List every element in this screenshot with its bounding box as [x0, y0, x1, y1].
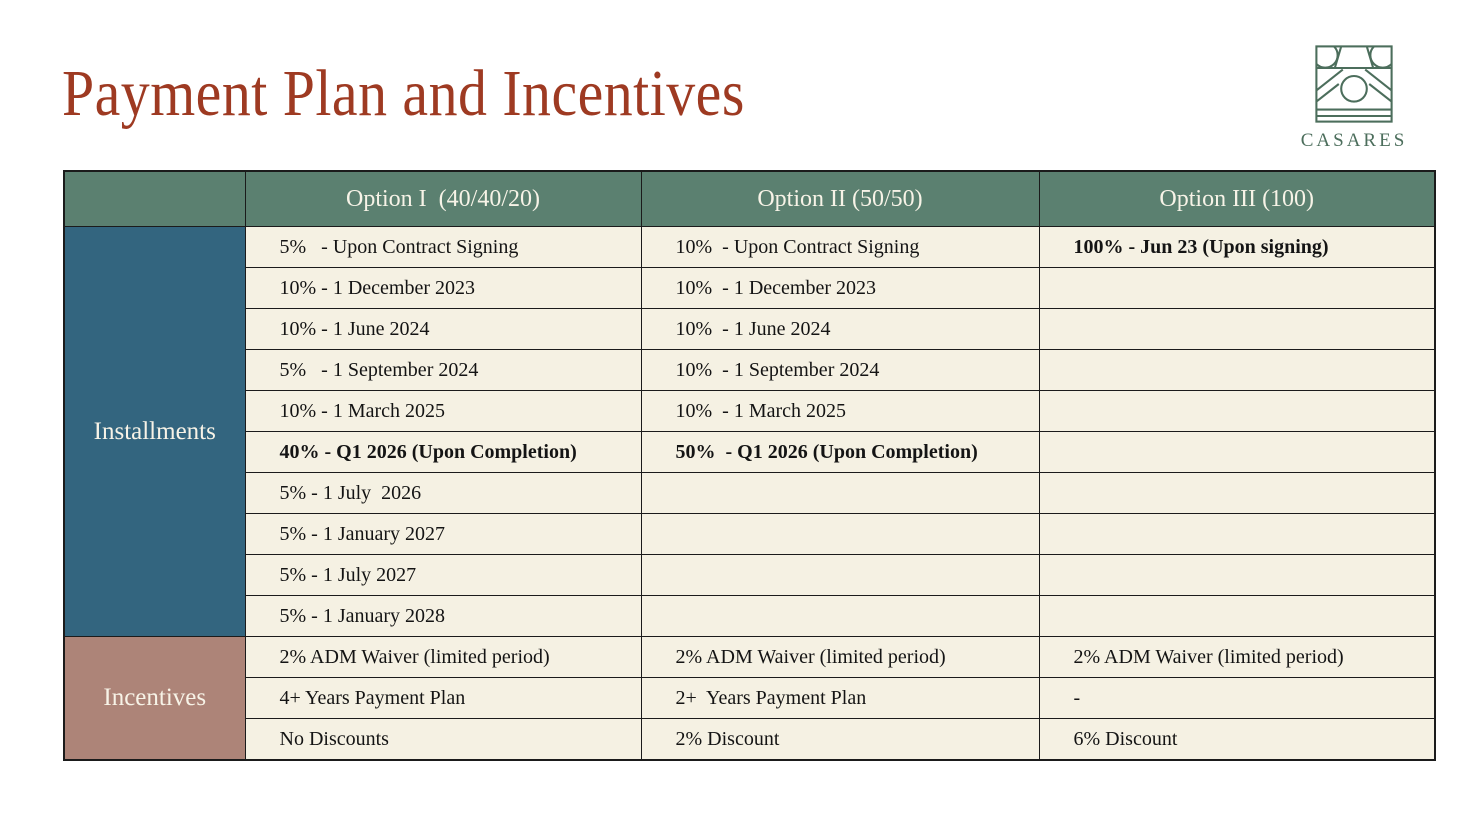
table-row: 5% - 1 September 2024 10% - 1 September … [64, 349, 1436, 391]
table-row: 10% - 1 December 2023 10% - 1 December 2… [64, 267, 1436, 309]
table-cell: 10% - 1 March 2025 [244, 390, 642, 432]
table-cell: 10% - 1 March 2025 [640, 390, 1040, 432]
table-row: 5% - 1 July 2026 [64, 472, 1436, 514]
table-cell [1038, 431, 1436, 473]
header-cell-option2: Option II (50/50) [640, 170, 1040, 227]
table-row: 4+ Years Payment Plan 2+ Years Payment P… [64, 677, 1436, 719]
casares-logo-icon [1315, 45, 1393, 123]
table-cell: 10% - 1 June 2024 [244, 308, 642, 350]
table-row: 10% - 1 June 2024 10% - 1 June 2024 [64, 308, 1436, 350]
header-row: Option I (40/40/20) Option II (50/50) Op… [63, 170, 1436, 227]
table-row: No Discounts 2% Discount 6% Discount [64, 718, 1436, 761]
table-cell: 5% - 1 July 2027 [244, 554, 642, 596]
table-cell: 2% ADM Waiver (limited period) [1038, 636, 1436, 678]
page-title: Payment Plan and Incentives [62, 55, 745, 130]
table-cell [1038, 390, 1436, 432]
table-cell [1038, 308, 1436, 350]
table-cell: - [1038, 677, 1436, 719]
table-cell [640, 513, 1040, 555]
table-row: Installments 5% - Upon Contract Signing … [63, 226, 1436, 637]
table-row: 5% - 1 July 2027 [64, 554, 1436, 596]
table-cell: No Discounts [244, 718, 642, 761]
table-cell: 4+ Years Payment Plan [244, 677, 642, 719]
payment-plan-table: Option I (40/40/20) Option II (50/50) Op… [63, 170, 1436, 761]
table-row: 40% - Q1 2026 (Upon Completion) 50% - Q1… [64, 431, 1436, 473]
table-cell: 5% - Upon Contract Signing [244, 226, 642, 268]
table-cell [1038, 554, 1436, 596]
table-cell [1038, 595, 1436, 637]
casares-logo: CASARES [1300, 44, 1408, 152]
table-cell: 10% - 1 December 2023 [244, 267, 642, 309]
table-row: Incentives 2% ADM Waiver (limited period… [63, 636, 1436, 761]
table-cell: 10% - Upon Contract Signing [640, 226, 1040, 268]
table-cell: 10% - 1 September 2024 [640, 349, 1040, 391]
incentives-section-label: Incentives [63, 636, 246, 761]
header-cell-blank [63, 170, 246, 227]
table-cell: 2+ Years Payment Plan [640, 677, 1040, 719]
table-row: 10% - 1 March 2025 10% - 1 March 2025 [64, 390, 1436, 432]
table-cell: 2% ADM Waiver (limited period) [640, 636, 1040, 678]
table-cell [640, 554, 1040, 596]
installments-section-label: Installments [63, 226, 246, 637]
table-cell [1038, 513, 1436, 555]
table-cell: 6% Discount [1038, 718, 1436, 761]
table-cell [1038, 267, 1436, 309]
table-cell [640, 472, 1040, 514]
table-cell: 5% - 1 September 2024 [244, 349, 642, 391]
table-cell: 2% ADM Waiver (limited period) [244, 636, 642, 678]
table-cell: 2% Discount [640, 718, 1040, 761]
table-cell [1038, 472, 1436, 514]
table-cell: 10% - 1 June 2024 [640, 308, 1040, 350]
table-cell: 5% - 1 January 2027 [244, 513, 642, 555]
header-cell-option3: Option III (100) [1038, 170, 1436, 227]
table-cell: 5% - 1 July 2026 [244, 472, 642, 514]
table-cell: 100% - Jun 23 (Upon signing) [1038, 226, 1436, 268]
table-cell: 40% - Q1 2026 (Upon Completion) [244, 431, 642, 473]
table-row: 5% - 1 January 2028 [64, 595, 1436, 637]
table-cell: 5% - 1 January 2028 [244, 595, 642, 637]
table-cell: 10% - 1 December 2023 [640, 267, 1040, 309]
casares-logo-text: CASARES [1300, 130, 1408, 151]
table-row: 5% - 1 January 2027 [64, 513, 1436, 555]
table-cell [1038, 349, 1436, 391]
table-cell [640, 595, 1040, 637]
table-cell: 50% - Q1 2026 (Upon Completion) [640, 431, 1040, 473]
header-cell-option1: Option I (40/40/20) [244, 170, 642, 227]
